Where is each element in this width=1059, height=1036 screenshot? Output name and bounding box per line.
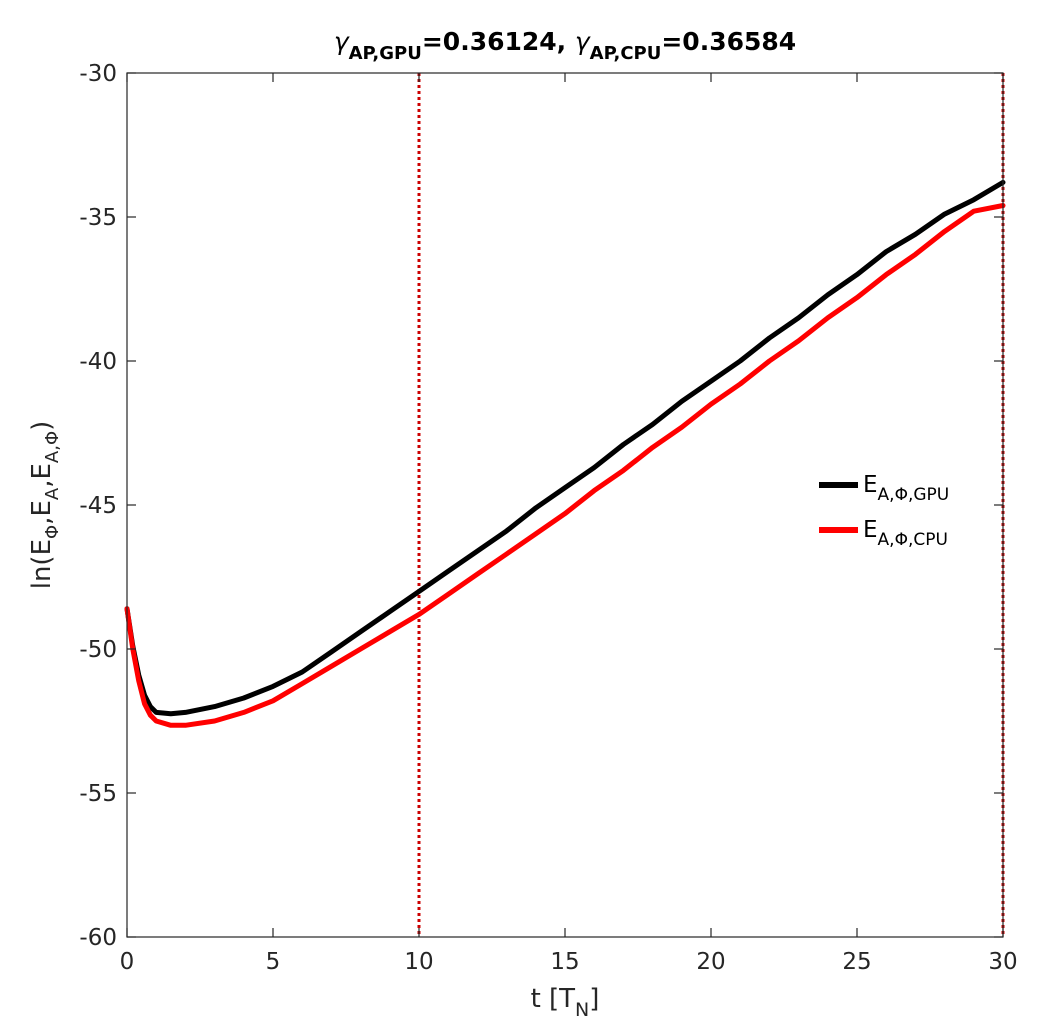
y-tick-label-6: -60 <box>79 925 117 951</box>
chart-title: γAP,GPU=0.36124, γAP,CPU=0.36584 <box>334 27 796 64</box>
title-value-2: =0.36584 <box>661 27 796 56</box>
x-tick-label-3: 15 <box>550 949 579 975</box>
x-tick-label-0: 0 <box>120 949 135 975</box>
y-axis-label-sub-3: A,Φ <box>42 431 63 463</box>
y-axis-label-sub-2: A <box>42 487 63 500</box>
title-value-1: =0.36124, <box>422 27 575 56</box>
y-axis-label-part-4: ) <box>27 421 57 431</box>
title-gamma-1: γ <box>334 27 350 56</box>
y-axis-label-part-1: ln(E <box>27 539 57 589</box>
legend: EA,Φ,GPU EA,Φ,CPU <box>819 472 949 550</box>
y-axis-label: ln(EΦ,EA,EA,Φ) <box>27 421 63 590</box>
y-tick-label-0: -30 <box>79 61 117 87</box>
legend-label-cpu-main: E <box>863 517 878 543</box>
y-axis-label-part-3: ,E <box>27 463 57 488</box>
y-tick-label-5: -55 <box>79 781 117 807</box>
y-axis-label-part-2: ,E <box>27 500 57 525</box>
series-line-0 <box>124 179 1006 717</box>
x-tick-label-1: 5 <box>266 949 281 975</box>
series-layer <box>124 179 1006 728</box>
plot-area-frame <box>126 72 1004 938</box>
legend-label-cpu-subscript: A,Φ,CPU <box>878 530 948 550</box>
legend-label-gpu-subscript: A,Φ,GPU <box>878 485 950 505</box>
vertical-reference-lines <box>417 73 1005 937</box>
title-subscript-2: AP,CPU <box>590 43 662 64</box>
legend-label-gpu-main: E <box>863 472 878 498</box>
x-tick-label-2: 10 <box>404 949 433 975</box>
legend-label-cpu: EA,Φ,CPU <box>863 517 948 550</box>
y-tick-label-4: -50 <box>79 637 117 663</box>
x-axis-label-main: t [T <box>531 984 576 1014</box>
y-tick-label-2: -40 <box>79 349 117 375</box>
title-gamma-2: γ <box>575 27 591 56</box>
y-axis-label-sub-1: Φ <box>42 525 63 539</box>
y-tick-label-3: -45 <box>79 493 117 519</box>
x-axis-label-subscript: N <box>575 999 589 1021</box>
x-axis-label: t [TN] <box>531 984 600 1021</box>
axis-ticks: 0 5 10 15 20 25 30 -30 -35 -40 -45 -50 -55 -60 <box>79 61 1017 975</box>
title-subscript-1: AP,GPU <box>349 43 422 64</box>
x-tick-label-5: 25 <box>842 949 871 975</box>
x-tick-label-6: 30 <box>988 949 1017 975</box>
legend-label-gpu: EA,Φ,GPU <box>863 472 949 505</box>
series-line-1 <box>124 203 1006 728</box>
y-tick-label-1: -35 <box>79 205 117 231</box>
x-axis-label-end: ] <box>589 984 599 1014</box>
x-tick-label-4: 20 <box>696 949 725 975</box>
